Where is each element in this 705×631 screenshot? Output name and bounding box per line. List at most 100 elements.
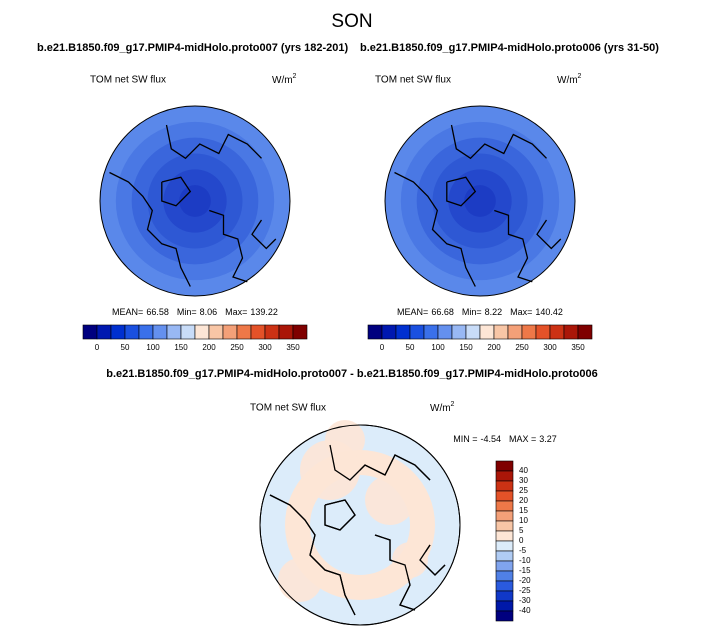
colorbar-label: -10 <box>519 556 531 565</box>
units-sup: 2 <box>293 73 297 80</box>
colorbar-box <box>535 324 551 340</box>
stats: MEAN= 66.58 Min= 8.06 Max= 139.22 <box>112 307 278 317</box>
colorbar-box <box>495 570 514 582</box>
map-border <box>259 424 461 626</box>
colorbar-box <box>152 324 168 340</box>
coastline <box>419 544 446 576</box>
colorbar-label: 40 <box>519 466 528 475</box>
colorbar-box <box>264 324 280 340</box>
coastline <box>374 534 416 611</box>
units-base: W/m <box>430 403 451 414</box>
colorbar-box <box>495 500 514 512</box>
colorbar-label: 250 <box>230 343 244 352</box>
map-contour <box>392 542 428 578</box>
map-border <box>384 105 576 297</box>
stat-min-label: Min= <box>462 307 482 317</box>
coastlines <box>109 124 277 287</box>
colorbar-box <box>563 324 579 340</box>
colorbar-box <box>507 324 523 340</box>
colorbar-label: 0 <box>519 536 524 545</box>
figure-title: SON <box>331 11 372 32</box>
colorbar-label: 5 <box>519 526 524 535</box>
colorbar-box <box>381 324 397 340</box>
map-contour <box>278 558 322 602</box>
colorbar-label: -40 <box>519 606 531 615</box>
stat-max: 140.42 <box>535 307 563 317</box>
panel-title: b.e21.B1850.f09_g17.PMIP4-midHolo.proto0… <box>37 42 349 54</box>
colorbar-label: 30 <box>519 476 528 485</box>
colorbar-box <box>278 324 294 340</box>
stat-mean: 66.68 <box>431 307 454 317</box>
coastlines <box>269 444 446 616</box>
colorbar-label: -25 <box>519 586 531 595</box>
colorbar-label: 20 <box>519 496 528 505</box>
coastline <box>161 176 192 207</box>
colorbar-box <box>549 324 565 340</box>
colorbar-label: 100 <box>146 343 160 352</box>
units-label: W/m2 <box>272 73 297 86</box>
units-sup: 2 <box>451 401 455 408</box>
colorbar-box <box>495 580 514 592</box>
colorbar-box <box>166 324 182 340</box>
colorbar-box <box>495 550 514 562</box>
colorbar-label: 350 <box>571 343 585 352</box>
colorbar-box <box>495 540 514 552</box>
units-base: W/m <box>272 75 293 86</box>
colorbar-box <box>208 324 224 340</box>
colorbar-box <box>479 324 495 340</box>
stat-min-label: MIN = <box>453 434 477 444</box>
colorbar-label: -15 <box>519 566 531 575</box>
colorbar-box <box>493 324 509 340</box>
coastline <box>209 209 248 283</box>
colorbar-box <box>180 324 196 340</box>
map-contour <box>325 420 365 460</box>
variable-label: TOM net SW flux <box>90 75 166 86</box>
stat-max: 139.22 <box>250 307 278 317</box>
coastline <box>109 171 191 287</box>
stat-max: 3.27 <box>539 434 557 444</box>
colorbar-label: 25 <box>519 486 528 495</box>
coastline <box>450 124 547 160</box>
coastline <box>536 219 562 250</box>
colorbar-box <box>495 520 514 532</box>
colorbar-label: 50 <box>406 343 415 352</box>
colorbar-label: 50 <box>121 343 130 352</box>
colorbar-box <box>495 560 514 572</box>
coastlines <box>394 124 562 287</box>
coastline <box>269 494 356 616</box>
colorbar-label: 10 <box>519 516 528 525</box>
colorbar-box <box>521 324 537 340</box>
colorbar-box <box>495 510 514 522</box>
stat-mean: 66.58 <box>146 307 169 317</box>
stat-max-label: Max= <box>225 307 247 317</box>
stat-mean-label: MEAN= <box>112 307 143 317</box>
units-base: W/m <box>557 75 578 86</box>
colorbar-box <box>82 324 98 340</box>
colorbar-label: 300 <box>258 343 272 352</box>
colorbar-label: 0 <box>95 343 100 352</box>
map-contour <box>464 185 496 217</box>
variable-label: TOM net SW flux <box>375 75 451 86</box>
colorbar-box <box>495 600 514 612</box>
colorbar-label: 200 <box>487 343 501 352</box>
units-sup: 2 <box>578 73 582 80</box>
colorbar-box <box>124 324 140 340</box>
stat-max-label: Max= <box>510 307 532 317</box>
colorbar-label: 0 <box>380 343 385 352</box>
stat-mean-label: MEAN= <box>397 307 428 317</box>
colorbar-label: 150 <box>174 343 188 352</box>
coastline <box>394 171 476 287</box>
variable-label: TOM net SW flux <box>250 403 326 414</box>
colorbar-label: 15 <box>519 506 528 515</box>
colorbar-box <box>495 460 514 472</box>
colorbar-label: -20 <box>519 576 531 585</box>
map-contour <box>179 185 211 217</box>
colorbar-label: -30 <box>519 596 531 605</box>
colorbar-box <box>495 470 514 482</box>
colorbar-label: 350 <box>286 343 300 352</box>
colorbar-label: 250 <box>515 343 529 352</box>
coastline <box>446 176 477 207</box>
stat-min: -4.54 <box>480 434 501 444</box>
map-contour <box>365 475 415 525</box>
